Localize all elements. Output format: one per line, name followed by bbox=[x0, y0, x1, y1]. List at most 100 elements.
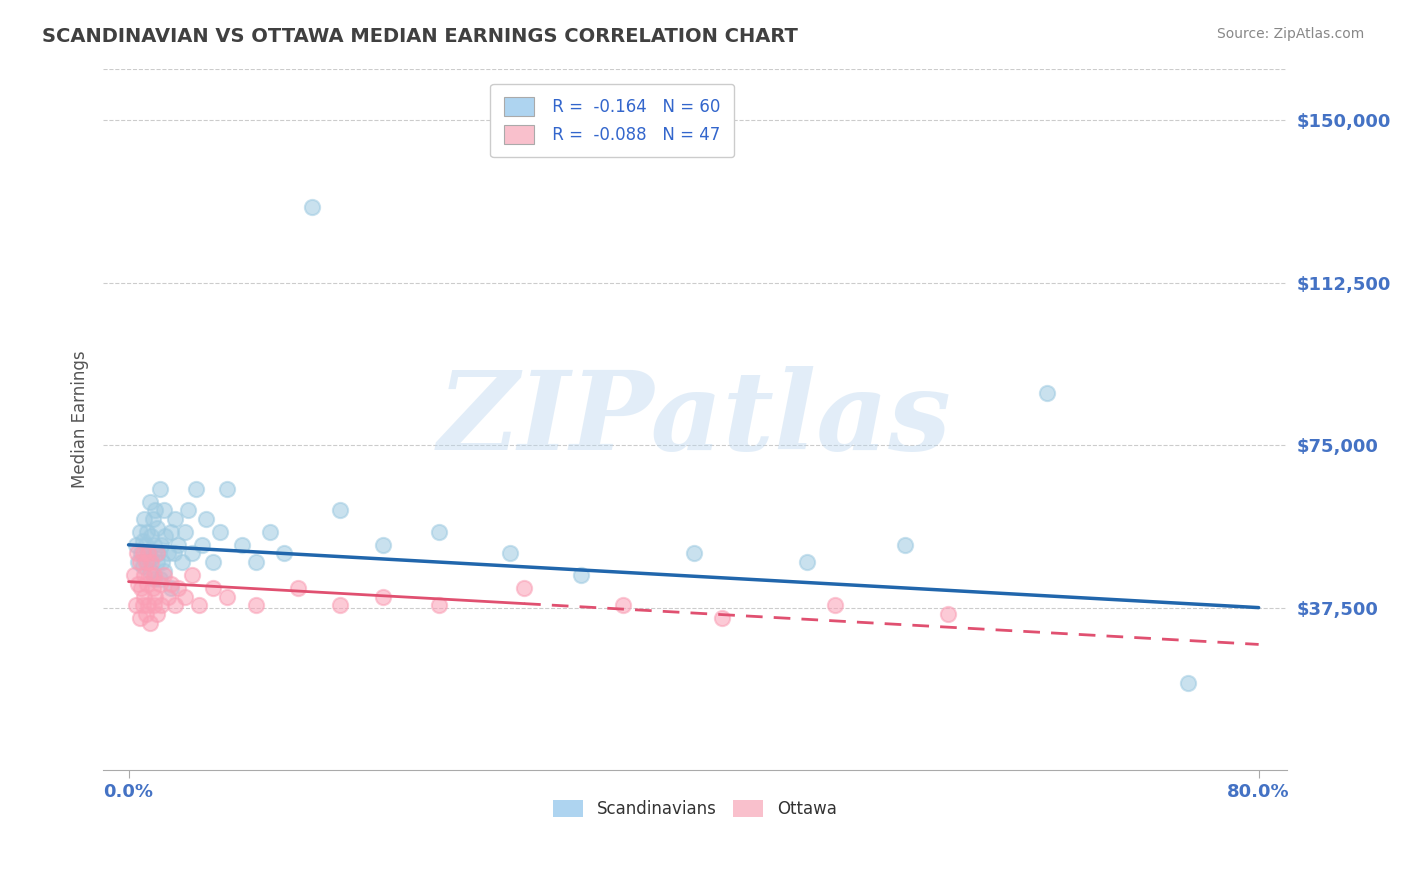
Point bbox=[371, 538, 394, 552]
Point bbox=[131, 599, 153, 613]
Point bbox=[143, 573, 166, 587]
Point bbox=[127, 576, 149, 591]
Point bbox=[181, 568, 204, 582]
Point bbox=[135, 555, 157, 569]
Point bbox=[612, 599, 634, 613]
Point bbox=[132, 568, 155, 582]
Y-axis label: Median Earnings: Median Earnings bbox=[72, 351, 89, 488]
Point bbox=[131, 559, 153, 574]
Point bbox=[427, 599, 450, 613]
Point bbox=[1035, 386, 1057, 401]
Point bbox=[710, 611, 733, 625]
Point bbox=[139, 568, 162, 582]
Point bbox=[301, 200, 323, 214]
Point bbox=[129, 547, 152, 561]
Point bbox=[174, 590, 197, 604]
Point bbox=[128, 555, 150, 569]
Point bbox=[513, 581, 536, 595]
Point bbox=[148, 547, 170, 561]
Point bbox=[146, 555, 169, 569]
Point bbox=[160, 581, 183, 595]
Point bbox=[125, 547, 148, 561]
Point bbox=[129, 581, 152, 595]
Point bbox=[165, 512, 187, 526]
Point bbox=[149, 482, 172, 496]
Point bbox=[427, 524, 450, 539]
Point bbox=[131, 547, 153, 561]
Point bbox=[143, 599, 166, 613]
Point bbox=[202, 555, 225, 569]
Point bbox=[1177, 676, 1199, 690]
Point bbox=[122, 568, 145, 582]
Point bbox=[329, 599, 352, 613]
Point bbox=[136, 547, 159, 561]
Point bbox=[146, 520, 169, 534]
Point bbox=[371, 590, 394, 604]
Point bbox=[217, 482, 239, 496]
Point bbox=[157, 590, 180, 604]
Point bbox=[160, 576, 183, 591]
Point bbox=[894, 538, 917, 552]
Point bbox=[136, 547, 159, 561]
Point bbox=[145, 503, 167, 517]
Point bbox=[141, 555, 163, 569]
Point bbox=[167, 538, 190, 552]
Point bbox=[143, 568, 166, 582]
Point bbox=[152, 555, 174, 569]
Point bbox=[149, 576, 172, 591]
Point bbox=[153, 564, 176, 578]
Point bbox=[259, 524, 281, 539]
Point bbox=[134, 538, 156, 552]
Point bbox=[186, 482, 208, 496]
Point bbox=[134, 555, 156, 569]
Point bbox=[142, 512, 165, 526]
Point bbox=[245, 555, 267, 569]
Point bbox=[128, 611, 150, 625]
Point bbox=[124, 538, 146, 552]
Point bbox=[142, 581, 165, 595]
Point bbox=[209, 524, 232, 539]
Point bbox=[177, 503, 200, 517]
Point bbox=[160, 524, 183, 539]
Point bbox=[141, 529, 163, 543]
Legend: Scandinavians, Ottawa: Scandinavians, Ottawa bbox=[547, 793, 844, 825]
Point bbox=[153, 568, 176, 582]
Point bbox=[131, 533, 153, 548]
Point bbox=[124, 599, 146, 613]
Text: SCANDINAVIAN VS OTTAWA MEDIAN EARNINGS CORRELATION CHART: SCANDINAVIAN VS OTTAWA MEDIAN EARNINGS C… bbox=[42, 27, 799, 45]
Point bbox=[128, 524, 150, 539]
Point bbox=[157, 547, 180, 561]
Text: ZIPatlas: ZIPatlas bbox=[439, 366, 952, 473]
Point bbox=[139, 494, 162, 508]
Point bbox=[155, 529, 177, 543]
Point bbox=[150, 599, 173, 613]
Point bbox=[682, 547, 704, 561]
Point bbox=[499, 547, 522, 561]
Point bbox=[217, 590, 239, 604]
Point bbox=[569, 568, 592, 582]
Point bbox=[936, 607, 959, 621]
Point bbox=[188, 599, 211, 613]
Point bbox=[143, 538, 166, 552]
Point bbox=[172, 555, 194, 569]
Point bbox=[135, 576, 157, 591]
Point bbox=[150, 538, 173, 552]
Point bbox=[181, 547, 204, 561]
Point bbox=[141, 550, 163, 565]
Point bbox=[245, 599, 267, 613]
Text: Source: ZipAtlas.com: Source: ZipAtlas.com bbox=[1216, 27, 1364, 41]
Point bbox=[163, 547, 186, 561]
Point bbox=[231, 538, 253, 552]
Point bbox=[149, 573, 172, 587]
Point bbox=[139, 564, 162, 578]
Point bbox=[145, 590, 167, 604]
Point bbox=[174, 524, 197, 539]
Point bbox=[287, 581, 309, 595]
Point bbox=[132, 512, 155, 526]
Point bbox=[127, 555, 149, 569]
Point bbox=[146, 607, 169, 621]
Point bbox=[195, 512, 218, 526]
Point bbox=[191, 538, 214, 552]
Point bbox=[202, 581, 225, 595]
Point bbox=[824, 599, 846, 613]
